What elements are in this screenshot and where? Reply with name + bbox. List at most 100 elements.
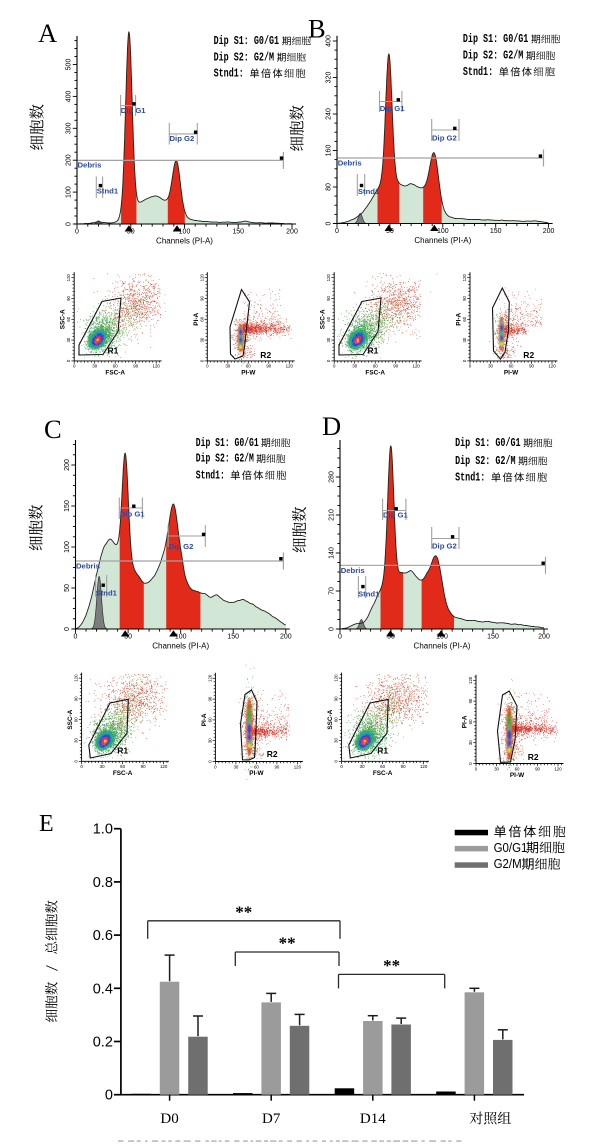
- svg-text:0: 0: [326, 359, 331, 362]
- svg-text:Stnd1: Stnd1: [358, 187, 380, 196]
- svg-text:0: 0: [326, 221, 333, 225]
- svg-text:280: 280: [329, 471, 336, 483]
- svg-text:PI-A: PI-A: [201, 713, 208, 726]
- svg-text:60: 60: [254, 764, 259, 769]
- svg-text:60: 60: [380, 764, 385, 769]
- svg-text:R1: R1: [368, 346, 379, 356]
- svg-text:A: A: [38, 18, 57, 48]
- svg-text:60: 60: [113, 364, 118, 369]
- svg-text:Dip S2: G2/M: Dip S2: G2/M: [196, 452, 259, 466]
- svg-text:SSC-A: SSC-A: [320, 309, 327, 329]
- svg-text:Dip S1: G0/G1: Dip S1: G0/G1: [455, 437, 525, 451]
- svg-text:30: 30: [207, 738, 212, 743]
- svg-text:Stnd1: Stnd1: [96, 589, 118, 598]
- svg-text:80: 80: [326, 183, 333, 191]
- svg-text:Dip G2: Dip G2: [170, 134, 195, 143]
- svg-text:0: 0: [74, 634, 78, 641]
- svg-text:60: 60: [334, 717, 339, 722]
- svg-text:200: 200: [64, 459, 71, 471]
- svg-text:90: 90: [266, 364, 271, 369]
- svg-text:0: 0: [335, 228, 339, 235]
- svg-text:R2: R2: [523, 350, 534, 360]
- svg-text:120: 120: [160, 764, 168, 769]
- svg-text:0: 0: [80, 764, 83, 769]
- svg-text:Dip G1: Dip G1: [383, 511, 408, 520]
- svg-text:60: 60: [199, 316, 204, 321]
- svg-text:Dip G2: Dip G2: [169, 542, 194, 551]
- svg-text:120: 120: [548, 364, 556, 369]
- svg-text:90: 90: [199, 296, 204, 301]
- svg-text:0: 0: [75, 229, 79, 236]
- svg-text:30: 30: [233, 764, 238, 769]
- svg-text:R2: R2: [267, 749, 278, 759]
- svg-text:0.2: 0.2: [93, 1035, 113, 1051]
- svg-text:500: 500: [66, 59, 73, 71]
- svg-text:30: 30: [468, 740, 473, 745]
- svg-text:90: 90: [462, 296, 467, 301]
- svg-text:50: 50: [64, 584, 71, 592]
- svg-text:150: 150: [490, 228, 502, 235]
- svg-text:100: 100: [66, 186, 73, 198]
- svg-text:200: 200: [66, 154, 73, 166]
- svg-text:**: **: [279, 934, 296, 953]
- svg-text:0: 0: [329, 627, 336, 631]
- svg-text:C: C: [44, 414, 62, 444]
- svg-text:30: 30: [100, 764, 105, 769]
- svg-text:R1: R1: [108, 346, 119, 356]
- svg-text:90: 90: [133, 364, 138, 369]
- svg-text:100: 100: [437, 228, 449, 235]
- svg-text:0: 0: [199, 359, 204, 362]
- svg-text:60: 60: [207, 717, 212, 722]
- svg-text:100: 100: [436, 634, 448, 641]
- svg-text:0: 0: [105, 1088, 113, 1104]
- svg-text:240: 240: [326, 108, 333, 120]
- svg-text:60: 60: [509, 364, 514, 369]
- svg-text:90: 90: [74, 696, 79, 701]
- svg-text:30: 30: [334, 738, 339, 743]
- svg-text:PI-A: PI-A: [193, 313, 200, 326]
- svg-text:400: 400: [66, 90, 73, 102]
- svg-text:0: 0: [73, 364, 76, 369]
- svg-text:200: 200: [538, 634, 550, 641]
- svg-text:0: 0: [462, 359, 467, 362]
- svg-text:90: 90: [141, 764, 146, 769]
- svg-text:200: 200: [280, 634, 292, 641]
- svg-text:60: 60: [373, 364, 378, 369]
- svg-text:Debris: Debris: [341, 566, 365, 575]
- svg-text:0: 0: [475, 766, 478, 771]
- svg-text:120: 120: [462, 273, 467, 281]
- svg-text:PI-W: PI-W: [504, 370, 519, 377]
- svg-text:60: 60: [120, 764, 125, 769]
- svg-text:160: 160: [326, 145, 333, 157]
- svg-text:Dip G2: Dip G2: [432, 542, 457, 551]
- svg-text:30: 30: [92, 364, 97, 369]
- svg-text:R1: R1: [377, 746, 388, 756]
- svg-text:0.6: 0.6: [93, 928, 113, 944]
- svg-text:PI-W: PI-W: [249, 770, 264, 777]
- svg-text:FSC-A: FSC-A: [373, 770, 393, 777]
- svg-text:G0/G1: G0/G1: [494, 840, 528, 855]
- svg-text:G2/M: G2/M: [494, 857, 522, 872]
- svg-text:30: 30: [488, 364, 493, 369]
- svg-text:Dip S2: G2/M: Dip S2: G2/M: [214, 51, 279, 65]
- svg-text:50: 50: [387, 634, 395, 641]
- svg-text:60: 60: [515, 766, 520, 771]
- svg-text:120: 120: [66, 273, 71, 281]
- svg-text:Channels (PI-A): Channels (PI-A): [414, 642, 471, 651]
- svg-text:30: 30: [66, 337, 71, 342]
- svg-text:120: 120: [468, 676, 473, 684]
- svg-text:PI-W: PI-W: [241, 370, 256, 377]
- svg-text:30: 30: [462, 337, 467, 342]
- svg-text:50: 50: [127, 229, 135, 236]
- svg-text:120: 120: [334, 674, 339, 682]
- svg-text:Channels (PI-A): Channels (PI-A): [152, 642, 209, 651]
- svg-text:30: 30: [74, 738, 79, 743]
- svg-text:Dip S1: G0/G1: Dip S1: G0/G1: [463, 33, 533, 47]
- svg-text:0: 0: [333, 364, 336, 369]
- svg-text:**: **: [383, 956, 400, 975]
- svg-text:70: 70: [329, 587, 336, 595]
- svg-text:90: 90: [401, 764, 406, 769]
- svg-text:150: 150: [227, 634, 239, 641]
- svg-text:30: 30: [225, 364, 230, 369]
- svg-text:Stnd1:: Stnd1:: [463, 66, 498, 80]
